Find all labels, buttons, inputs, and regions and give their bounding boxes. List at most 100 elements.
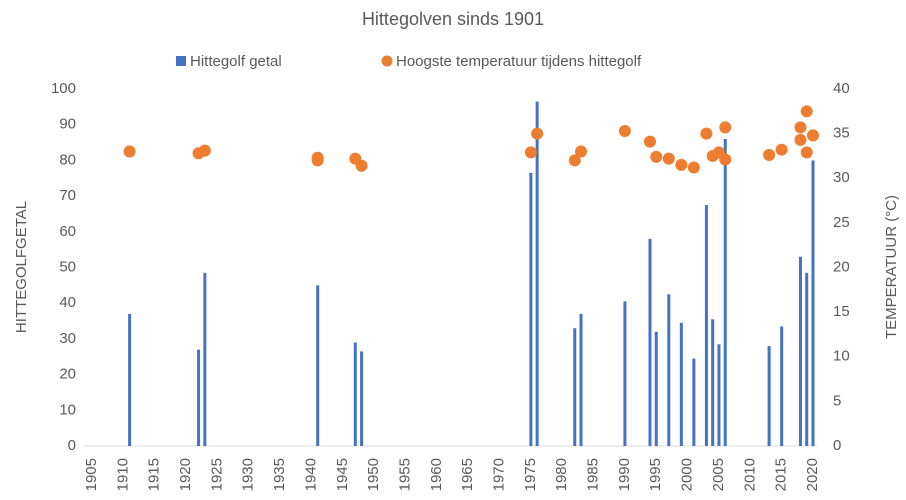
x-tick-label: 1905 xyxy=(83,458,100,491)
point xyxy=(775,143,788,156)
bar xyxy=(648,238,652,446)
y-tick-label: 30 xyxy=(59,330,76,347)
point xyxy=(719,121,732,134)
bar xyxy=(780,326,784,446)
y-tick-label: 0 xyxy=(68,437,76,454)
point xyxy=(531,127,544,140)
x-tick-label: 1920 xyxy=(177,458,194,491)
bar xyxy=(667,294,671,446)
y2-tick-label: 20 xyxy=(833,258,850,275)
y-tick-label: 10 xyxy=(59,401,76,418)
x-tick-label: 1975 xyxy=(522,458,539,491)
y-tick-label: 70 xyxy=(59,187,76,204)
legend-label: Hoogste temperatuur tijdens hittegolf xyxy=(396,53,642,70)
point xyxy=(568,154,581,167)
point xyxy=(800,146,813,159)
legend-label: Hittegolf getal xyxy=(190,53,282,70)
bar xyxy=(679,322,683,446)
x-tick-label: 1935 xyxy=(271,458,288,491)
y2-axis-title: TEMPERATUUR (°C) xyxy=(883,195,900,339)
point xyxy=(794,133,807,146)
bar xyxy=(692,358,696,446)
chart-title: Hittegolven sinds 1901 xyxy=(362,9,544,29)
y-tick-label: 50 xyxy=(59,258,76,275)
x-tick-label: 1940 xyxy=(302,458,319,491)
point xyxy=(311,154,324,167)
bar xyxy=(573,328,577,446)
x-tick-label: 1965 xyxy=(459,458,476,491)
bar xyxy=(711,319,715,446)
y-tick-label: 100 xyxy=(51,80,76,97)
bar xyxy=(767,346,771,446)
bar xyxy=(798,256,802,446)
y2-tick-label: 25 xyxy=(833,214,850,231)
y-tick-label: 90 xyxy=(59,116,76,133)
bar xyxy=(203,272,207,446)
point xyxy=(643,135,656,148)
point xyxy=(662,152,675,165)
point xyxy=(123,145,136,158)
point xyxy=(687,161,700,174)
point xyxy=(763,149,776,162)
bar xyxy=(704,205,708,446)
y2-tick-label: 15 xyxy=(833,303,850,320)
bar xyxy=(535,101,539,447)
bar xyxy=(360,351,364,446)
y2-tick-label: 5 xyxy=(833,392,841,409)
x-tick-label: 1930 xyxy=(240,458,257,491)
point xyxy=(198,144,211,157)
point xyxy=(807,129,819,142)
bar xyxy=(811,160,815,446)
bar xyxy=(805,272,809,446)
x-tick-label: 2020 xyxy=(804,458,821,491)
bar xyxy=(723,138,727,447)
bar xyxy=(579,313,583,446)
point xyxy=(719,153,732,166)
y-tick-label: 60 xyxy=(59,223,76,240)
bar xyxy=(197,349,201,446)
y2-tick-label: 30 xyxy=(833,169,850,186)
legend-swatch xyxy=(176,56,186,66)
y-tick-label: 20 xyxy=(59,366,76,383)
y2-tick-label: 10 xyxy=(833,348,850,365)
bar xyxy=(128,313,132,446)
y-axis-title: HITTEGOLFGETAL xyxy=(13,201,30,333)
x-tick-label: 1995 xyxy=(647,458,664,491)
bar xyxy=(353,342,357,446)
bar xyxy=(623,301,627,446)
y-tick-label: 40 xyxy=(59,294,76,311)
legend-swatch xyxy=(381,55,393,67)
point xyxy=(524,146,537,159)
point xyxy=(355,159,368,172)
y2-tick-label: 0 xyxy=(833,437,841,454)
x-tick-label: 1960 xyxy=(428,458,445,491)
y-tick-label: 80 xyxy=(59,151,76,168)
point xyxy=(675,158,688,171)
bar xyxy=(529,172,533,446)
x-tick-label: 2000 xyxy=(679,458,696,491)
point xyxy=(800,105,813,118)
y2-tick-label: 35 xyxy=(833,125,850,142)
x-tick-label: 1985 xyxy=(585,458,602,491)
x-tick-label: 2005 xyxy=(710,458,727,491)
bar xyxy=(654,331,658,446)
x-tick-label: 1945 xyxy=(334,458,351,491)
y2-tick-label: 40 xyxy=(833,80,850,97)
bar xyxy=(717,344,721,446)
x-tick-label: 1950 xyxy=(365,458,382,491)
x-tick-label: 2010 xyxy=(741,458,758,491)
x-tick-label: 1970 xyxy=(490,458,507,491)
x-tick-label: 1915 xyxy=(146,458,163,491)
bar xyxy=(316,285,320,446)
x-tick-label: 1910 xyxy=(114,458,131,491)
x-tick-label: 1925 xyxy=(208,458,225,491)
point xyxy=(575,145,588,158)
point xyxy=(700,127,713,140)
point xyxy=(794,121,807,134)
x-tick-label: 1990 xyxy=(616,458,633,491)
x-tick-label: 2015 xyxy=(773,458,790,491)
x-tick-label: 1955 xyxy=(396,458,413,491)
point xyxy=(650,150,663,163)
point xyxy=(618,124,631,137)
